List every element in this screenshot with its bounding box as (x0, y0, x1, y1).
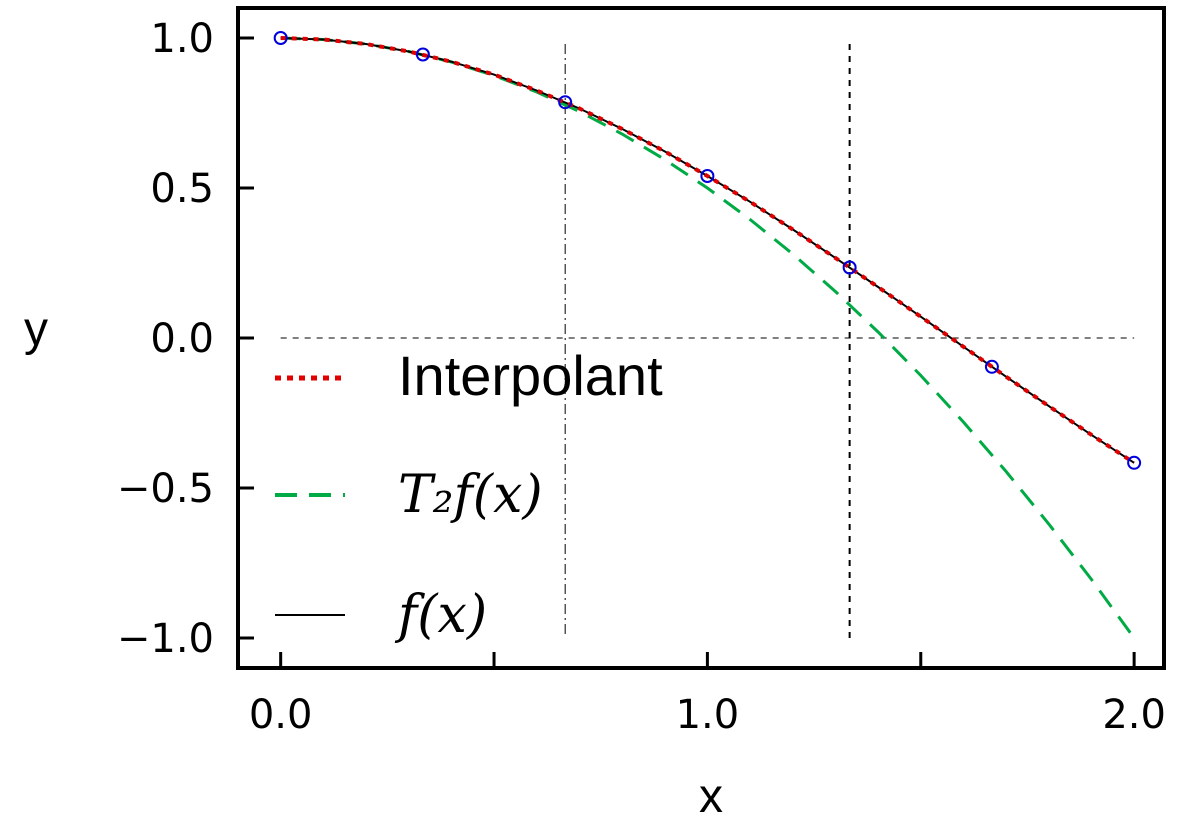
y-tick-label: −0.5 (117, 466, 214, 512)
y-axis-label: y (24, 303, 48, 356)
data-point-marker (415, 47, 430, 62)
data-point-marker (273, 31, 288, 45)
y-tick-label: 0.0 (150, 316, 214, 362)
data-point-marker (558, 95, 573, 110)
x-axis-label: x (699, 770, 723, 817)
series-layer (280, 36, 1136, 639)
series-line-interpolant (280, 36, 1136, 465)
data-point-marker (984, 359, 999, 374)
data-point-marker (700, 169, 715, 183)
legend: Interpolant T₂f(x) f(x) (275, 344, 663, 645)
x-tick-label: 0.0 (249, 692, 313, 738)
y-tick-label: −1.0 (117, 616, 214, 662)
reference-lines (280, 44, 1135, 638)
legend-label-taylor: T₂f(x) (398, 465, 543, 525)
data-point-marker (842, 260, 857, 275)
y-tick-label: 0.5 (150, 166, 214, 212)
legend-label-f: f(x) (394, 585, 487, 645)
x-tick-label: 1.0 (676, 692, 740, 738)
data-point-marker (1127, 455, 1142, 470)
x-tick-label: 2.0 (1102, 692, 1166, 738)
y-tick-label: 1.0 (150, 16, 214, 62)
legend-label-interpolant: Interpolant (398, 344, 663, 407)
markers-layer (273, 31, 1142, 470)
ticks-layer: 0.0 1.0 2.0 1.0 0.5 0.0 −0.5 −1.0 (117, 16, 1166, 738)
